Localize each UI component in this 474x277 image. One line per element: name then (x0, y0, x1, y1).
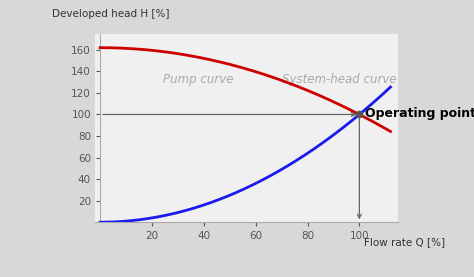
Text: Operating point: Operating point (365, 107, 474, 120)
Text: System-head curve: System-head curve (282, 73, 396, 86)
X-axis label: Flow rate Q [%]: Flow rate Q [%] (364, 237, 445, 247)
Y-axis label: Developed head H [%]: Developed head H [%] (53, 9, 170, 19)
Text: Pump curve: Pump curve (164, 73, 234, 86)
